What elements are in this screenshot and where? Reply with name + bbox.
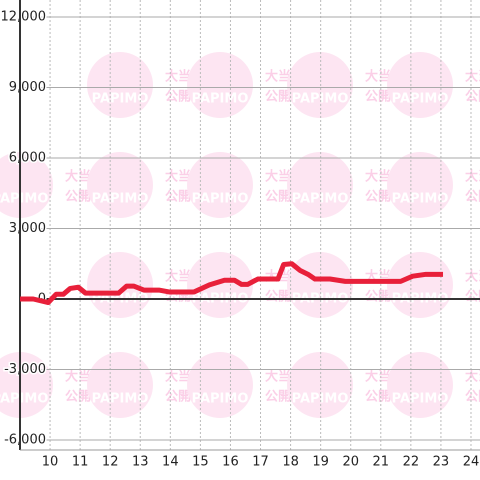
x-tick-label: 18 [282,455,299,470]
watermark-logo: PAPIMO [392,392,449,407]
watermark-circle [287,352,353,418]
watermark-circle [0,352,53,418]
y-tick-label: 6,000 [9,151,46,166]
watermark-logo: PAPIMO [192,92,249,107]
watermark-circle [87,352,153,418]
watermark-circle [387,152,453,218]
watermark-logo: PAPIMO [92,92,149,107]
watermark-circle [287,252,353,318]
watermark-circle [87,52,153,118]
x-tick-label: 16 [222,455,239,470]
watermark-circle [287,152,353,218]
watermark: PAPIMO 大当り情報公開サービス [387,352,480,418]
y-tick-label: 9,000 [9,80,46,95]
watermark-line2: 公開サービス [465,289,480,305]
watermark-circle [387,52,453,118]
y-tick-label: -3,000 [4,362,46,377]
x-tick-label: 10 [42,455,59,470]
watermark-logo: PAPIMO [92,192,149,207]
watermark-line1: 大当り情報 [465,369,480,385]
y-tick-label: 12,000 [1,10,47,25]
x-tick-label: 21 [373,455,390,470]
x-tick-label: 20 [342,455,359,470]
watermark: PAPIMO 大当り情報公開サービス [387,152,480,218]
watermark: PAPIMO大当り情報公開サービス [387,252,480,318]
watermark-circle [187,252,253,318]
x-tick-label: 17 [252,455,269,470]
x-tick-label: 14 [162,455,179,470]
watermark-circle [387,352,453,418]
watermark-logo: PAPIMO [292,92,349,107]
watermark-line1: 大当り情報 [465,269,480,285]
watermark-circle [187,52,253,118]
watermark-logo: PAPIMO [192,392,249,407]
watermark-line2: 公開サービス [465,89,480,105]
y-tick-label: -6,000 [4,433,46,448]
plot [20,261,444,306]
grid: 10 11 12 13 14 15 16 17 18 19 20 21 22 23 24 -6,000 -3,0… [0,0,480,470]
watermark-logo: PAPIMO [0,392,48,407]
x-tick-label: 13 [132,455,149,470]
watermark-line1: 大当り情報 [465,69,480,85]
watermark-line2: 公開サービス [465,189,480,205]
watermark-logo: PAPIMO [292,192,349,207]
watermark-circle [87,252,153,318]
watermark-logo: PAPIMO [392,192,449,207]
x-tick-label: 23 [433,455,450,470]
watermark-logo: PAPIMO [292,392,349,407]
y-tick-label: 3,000 [9,221,46,236]
watermark-circle [387,252,453,318]
watermark: PAPIMO 大当り情報公開サービス [387,52,480,118]
watermark-logo: PAPIMO [0,192,48,207]
x-tick-label: 24 [463,455,480,470]
watermark-logo: PAPIMO [392,92,449,107]
watermark-circle [287,52,353,118]
watermark-line1: 大当り情報 [465,169,480,185]
watermark-circle [0,152,53,218]
watermark-circle [87,152,153,218]
watermark-line2: 公開サービス [465,389,480,405]
watermark-logo: PAPIMO [192,192,249,207]
watermark-circle [187,152,253,218]
watermarks: PAPIMO大当り情報公開サービスPAPIMO大当り情報公開サービスPAPIMO… [0,52,480,418]
x-tick-label: 11 [72,455,89,470]
x-tick-label: 15 [192,455,209,470]
line [20,261,444,306]
watermark-circle [187,352,253,418]
watermark-logo: PAPIMO [92,392,149,407]
x-tick-label: 19 [312,455,329,470]
x-tick-label: 12 [102,455,119,470]
x-tick-label: 22 [403,455,420,470]
